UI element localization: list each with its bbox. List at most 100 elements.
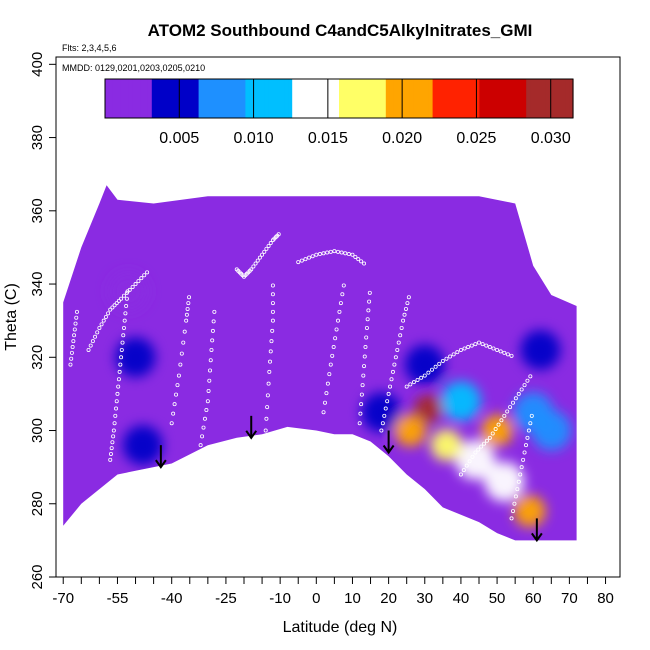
colorbar-cell bbox=[467, 79, 473, 118]
sample-point bbox=[513, 494, 518, 499]
sample-point bbox=[127, 287, 132, 292]
sample-point bbox=[106, 311, 111, 316]
sample-point bbox=[524, 443, 529, 448]
sample-point bbox=[109, 446, 114, 451]
x-tick-label: 0 bbox=[312, 590, 320, 607]
sample-point bbox=[268, 359, 273, 364]
colorbar-cell bbox=[545, 79, 551, 118]
colorbar-cell bbox=[116, 79, 122, 118]
sample-point bbox=[174, 392, 179, 397]
colorbar-cell bbox=[264, 79, 270, 118]
sample-point bbox=[208, 358, 213, 363]
colorbar-cell bbox=[136, 79, 141, 118]
colorbar-cell bbox=[225, 79, 231, 118]
sample-point bbox=[388, 384, 393, 389]
colorbar-cell bbox=[530, 79, 535, 118]
sample-point bbox=[101, 318, 106, 323]
colorbar-cell bbox=[374, 79, 379, 118]
sample-point bbox=[93, 334, 98, 339]
sample-point bbox=[518, 472, 523, 477]
sample-point bbox=[116, 377, 121, 382]
sample-point bbox=[120, 340, 125, 345]
sample-point bbox=[118, 362, 123, 367]
colorbar-cell bbox=[202, 79, 207, 118]
sample-point bbox=[493, 427, 498, 432]
sample-point bbox=[182, 329, 187, 334]
colorbar-cell bbox=[549, 79, 555, 118]
sample-point bbox=[296, 260, 301, 265]
sample-point bbox=[437, 361, 442, 366]
sample-point bbox=[358, 411, 363, 416]
sample-point bbox=[516, 391, 521, 396]
sample-point bbox=[505, 409, 510, 414]
hotspot-1 bbox=[115, 337, 156, 378]
colorbar-cell bbox=[105, 79, 110, 118]
sample-point bbox=[361, 373, 366, 378]
sample-point bbox=[111, 428, 116, 433]
colorbar-cell bbox=[522, 79, 527, 118]
sample-point bbox=[333, 336, 338, 341]
colorbar-cell bbox=[483, 79, 488, 118]
hotspot-11 bbox=[430, 429, 463, 462]
sample-point bbox=[257, 255, 262, 260]
sample-point bbox=[415, 377, 420, 382]
sample-point bbox=[265, 405, 270, 410]
sample-point bbox=[330, 353, 335, 358]
y-tick-label: 360 bbox=[29, 198, 46, 223]
sample-point bbox=[467, 459, 472, 464]
colorbar-cell bbox=[385, 79, 391, 118]
colorbar-cell bbox=[323, 79, 328, 118]
sample-point bbox=[264, 246, 269, 251]
sample-point bbox=[411, 380, 416, 385]
colorbar-cell bbox=[112, 79, 118, 118]
colorbar-cell bbox=[342, 79, 348, 118]
colorbar-cell bbox=[358, 79, 363, 118]
sample-point bbox=[337, 309, 342, 314]
sample-point bbox=[97, 325, 102, 330]
colorbar-cell bbox=[506, 79, 512, 118]
x-axis: -70 -55 -40 -25 -10 0 10 20 30 40 50 60 70 80 bbox=[52, 577, 614, 607]
colorbar-cell bbox=[214, 79, 219, 118]
sample-point bbox=[112, 303, 117, 308]
sample-point bbox=[339, 250, 344, 255]
sample-point bbox=[72, 333, 77, 338]
sample-point bbox=[402, 312, 407, 317]
sample-point bbox=[419, 375, 424, 380]
sample-point bbox=[462, 346, 467, 351]
sample-point bbox=[249, 267, 254, 272]
colorbar-tick-label: 0.030 bbox=[531, 130, 571, 147]
sample-point bbox=[332, 249, 337, 254]
sample-point bbox=[476, 340, 481, 345]
sample-point bbox=[186, 301, 191, 306]
sample-point bbox=[145, 270, 150, 275]
hotspot-5 bbox=[404, 344, 445, 385]
sample-point bbox=[142, 273, 147, 278]
sample-point bbox=[268, 349, 273, 354]
sample-point bbox=[386, 391, 391, 396]
colorbar-cell bbox=[534, 79, 539, 118]
sample-point bbox=[108, 457, 113, 462]
colorbar-tick-label: 0.005 bbox=[159, 130, 199, 147]
sample-point bbox=[341, 283, 346, 288]
sample-point bbox=[179, 351, 184, 356]
colorbar-cell bbox=[413, 79, 418, 118]
sample-point bbox=[262, 249, 267, 254]
y-tick-label: 340 bbox=[29, 272, 46, 297]
sample-point bbox=[208, 368, 213, 373]
sample-point bbox=[393, 355, 398, 360]
sample-point bbox=[110, 440, 115, 445]
sample-point bbox=[490, 431, 495, 436]
y-tick-label: 400 bbox=[29, 52, 46, 77]
hotspot-8 bbox=[440, 381, 481, 422]
sample-point bbox=[169, 421, 174, 426]
sample-point bbox=[338, 301, 343, 306]
colorbar-cell bbox=[362, 79, 367, 118]
colorbar-cell bbox=[401, 79, 406, 118]
concentration-field bbox=[108, 271, 572, 528]
hotspot-0 bbox=[108, 271, 149, 312]
sample-point bbox=[403, 306, 408, 311]
sample-point bbox=[270, 318, 275, 323]
sample-point bbox=[210, 328, 215, 333]
sample-point bbox=[362, 354, 367, 359]
sample-point bbox=[383, 406, 388, 411]
